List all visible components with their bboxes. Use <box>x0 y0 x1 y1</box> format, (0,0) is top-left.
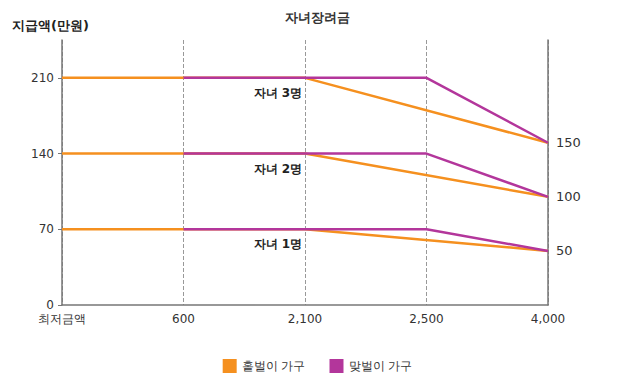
svg-text:2,500: 2,500 <box>409 312 443 326</box>
svg-text:맞벌이 가구: 맞벌이 가구 <box>349 359 413 373</box>
svg-text:홑벌이 가구: 홑벌이 가구 <box>242 359 306 373</box>
svg-text:4,000: 4,000 <box>531 312 565 326</box>
svg-text:0: 0 <box>46 298 54 312</box>
svg-text:50: 50 <box>556 243 573 258</box>
svg-text:150: 150 <box>556 135 581 150</box>
svg-text:600: 600 <box>172 312 195 326</box>
svg-text:자녀 3명: 자녀 3명 <box>254 86 303 100</box>
svg-text:자녀 1명: 자녀 1명 <box>254 237 303 251</box>
svg-text:자녀 2명: 자녀 2명 <box>254 162 303 176</box>
svg-text:140: 140 <box>31 147 54 161</box>
svg-text:2,100: 2,100 <box>288 312 322 326</box>
svg-text:70: 70 <box>39 222 54 236</box>
svg-text:210: 210 <box>31 71 54 85</box>
svg-text:최저금액: 최저금액 <box>38 312 86 326</box>
svg-text:자녀장려금: 자녀장려금 <box>285 10 350 25</box>
svg-text:지급액(만원): 지급액(만원) <box>12 18 89 33</box>
svg-text:100: 100 <box>556 189 581 204</box>
